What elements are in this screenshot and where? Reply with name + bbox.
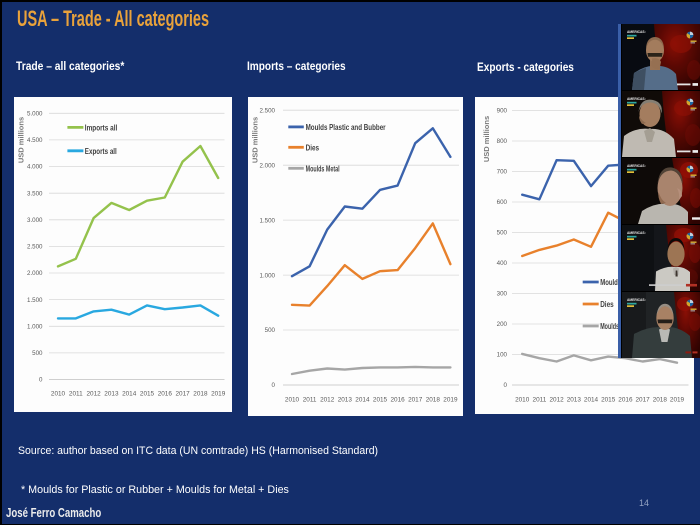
svg-text:500: 500 xyxy=(497,230,508,237)
svg-text:0: 0 xyxy=(272,382,276,389)
svg-text:2011: 2011 xyxy=(533,397,547,404)
svg-text:2.000: 2.000 xyxy=(27,270,43,277)
svg-text:1.500: 1.500 xyxy=(260,217,276,224)
svg-text:USD millions: USD millions xyxy=(482,116,491,162)
svg-text:500: 500 xyxy=(265,327,276,334)
svg-text:USD millions: USD millions xyxy=(251,117,260,163)
svg-text:900: 900 xyxy=(497,108,508,115)
svg-text:AMERICAS:: AMERICAS: xyxy=(627,30,646,34)
svg-text:Dies: Dies xyxy=(600,299,614,309)
svg-text:2016: 2016 xyxy=(158,391,173,398)
svg-text:2019: 2019 xyxy=(670,397,685,404)
svg-text:2014: 2014 xyxy=(355,397,370,404)
svg-text:AMERICAS:: AMERICAS: xyxy=(627,298,646,302)
svg-text:2.500: 2.500 xyxy=(27,244,43,251)
svg-text:400: 400 xyxy=(497,260,508,267)
svg-text:Moulds Metal: Moulds Metal xyxy=(600,321,634,331)
svg-text:2019: 2019 xyxy=(211,391,226,398)
svg-text:2010: 2010 xyxy=(285,397,300,404)
svg-text:AMERICAS:: AMERICAS: xyxy=(627,164,646,168)
svg-text:1.000: 1.000 xyxy=(260,272,276,279)
svg-text:2018: 2018 xyxy=(193,391,208,398)
svg-text:Moulds Metal: Moulds Metal xyxy=(306,163,340,173)
svg-text:2014: 2014 xyxy=(584,397,599,404)
svg-text:2012: 2012 xyxy=(549,397,564,404)
svg-text:2019: 2019 xyxy=(443,397,458,404)
svg-text:2013: 2013 xyxy=(104,391,119,398)
svg-text:3.000: 3.000 xyxy=(27,217,43,224)
svg-text:Imports all: Imports all xyxy=(85,122,118,132)
svg-text:300: 300 xyxy=(497,291,508,298)
svg-text:2015: 2015 xyxy=(140,391,155,398)
svg-text:2017: 2017 xyxy=(635,397,650,404)
svg-text:2017: 2017 xyxy=(408,397,423,404)
svg-text:800: 800 xyxy=(497,138,508,145)
svg-text:Exports all: Exports all xyxy=(85,146,117,156)
svg-text:700: 700 xyxy=(497,169,508,176)
svg-text:2018: 2018 xyxy=(653,397,668,404)
svg-text:2018: 2018 xyxy=(426,397,441,404)
svg-text:2017: 2017 xyxy=(175,391,190,398)
svg-text:500: 500 xyxy=(32,350,43,357)
svg-text:4.000: 4.000 xyxy=(27,164,43,171)
svg-text:2015: 2015 xyxy=(601,397,616,404)
svg-text:AMERICAS:: AMERICAS: xyxy=(627,97,646,101)
svg-text:2013: 2013 xyxy=(338,397,353,404)
svg-text:2012: 2012 xyxy=(320,397,335,404)
svg-text:1.000: 1.000 xyxy=(27,324,43,331)
svg-text:3.500: 3.500 xyxy=(27,190,43,197)
svg-text:2012: 2012 xyxy=(86,391,101,398)
svg-text:5.000: 5.000 xyxy=(27,111,43,118)
svg-text:2016: 2016 xyxy=(390,397,405,404)
svg-text:2013: 2013 xyxy=(567,397,582,404)
svg-text:USD millions: USD millions xyxy=(17,117,26,163)
svg-text:2010: 2010 xyxy=(51,391,66,398)
svg-text:200: 200 xyxy=(497,321,508,328)
svg-text:2.500: 2.500 xyxy=(260,107,276,114)
svg-text:1.500: 1.500 xyxy=(27,297,43,304)
svg-text:2014: 2014 xyxy=(122,391,137,398)
svg-text:2016: 2016 xyxy=(618,397,633,404)
svg-text:100: 100 xyxy=(497,352,508,359)
svg-text:4.500: 4.500 xyxy=(27,137,43,144)
svg-text:Dies: Dies xyxy=(306,142,320,152)
svg-text:2.000: 2.000 xyxy=(260,162,276,169)
svg-text:Moulds Plastic and Bubber: Moulds Plastic and Bubber xyxy=(306,122,386,132)
svg-text:2011: 2011 xyxy=(303,397,317,404)
svg-text:0: 0 xyxy=(504,382,508,389)
svg-text:0: 0 xyxy=(39,377,43,384)
svg-text:600: 600 xyxy=(497,199,508,206)
svg-text:2015: 2015 xyxy=(373,397,388,404)
svg-text:AMERICAS:: AMERICAS: xyxy=(627,231,646,235)
svg-text:2010: 2010 xyxy=(515,397,530,404)
svg-text:2011: 2011 xyxy=(69,391,83,398)
